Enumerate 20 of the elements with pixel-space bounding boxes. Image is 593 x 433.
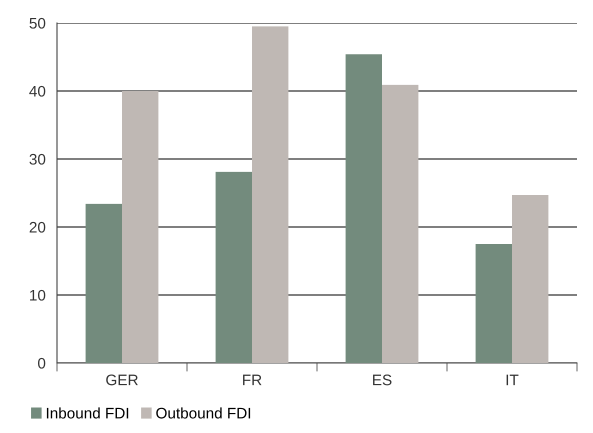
bar (216, 172, 252, 363)
bar (86, 204, 122, 363)
x-tick-label: FR (243, 374, 262, 386)
x-tick-label: IT (506, 374, 518, 386)
y-tick-label: 20 (30, 222, 46, 233)
bar (252, 26, 288, 363)
y-tick-label: 30 (29, 154, 46, 165)
y-tick-label: 40 (29, 86, 46, 97)
x-tick-label: ES (373, 374, 392, 386)
bar (512, 195, 548, 363)
bar (346, 54, 382, 363)
bar (122, 91, 158, 363)
y-tick-label: 0 (38, 358, 46, 369)
y-tick-label: 50 (30, 18, 46, 29)
x-tick-label: GER (106, 374, 138, 386)
legend-label: Inbound FDI (46, 407, 128, 419)
bar (382, 84, 418, 363)
bar (476, 244, 512, 363)
legend-label: Outbound FDI (156, 407, 250, 419)
y-tick-label: 10 (30, 290, 46, 301)
